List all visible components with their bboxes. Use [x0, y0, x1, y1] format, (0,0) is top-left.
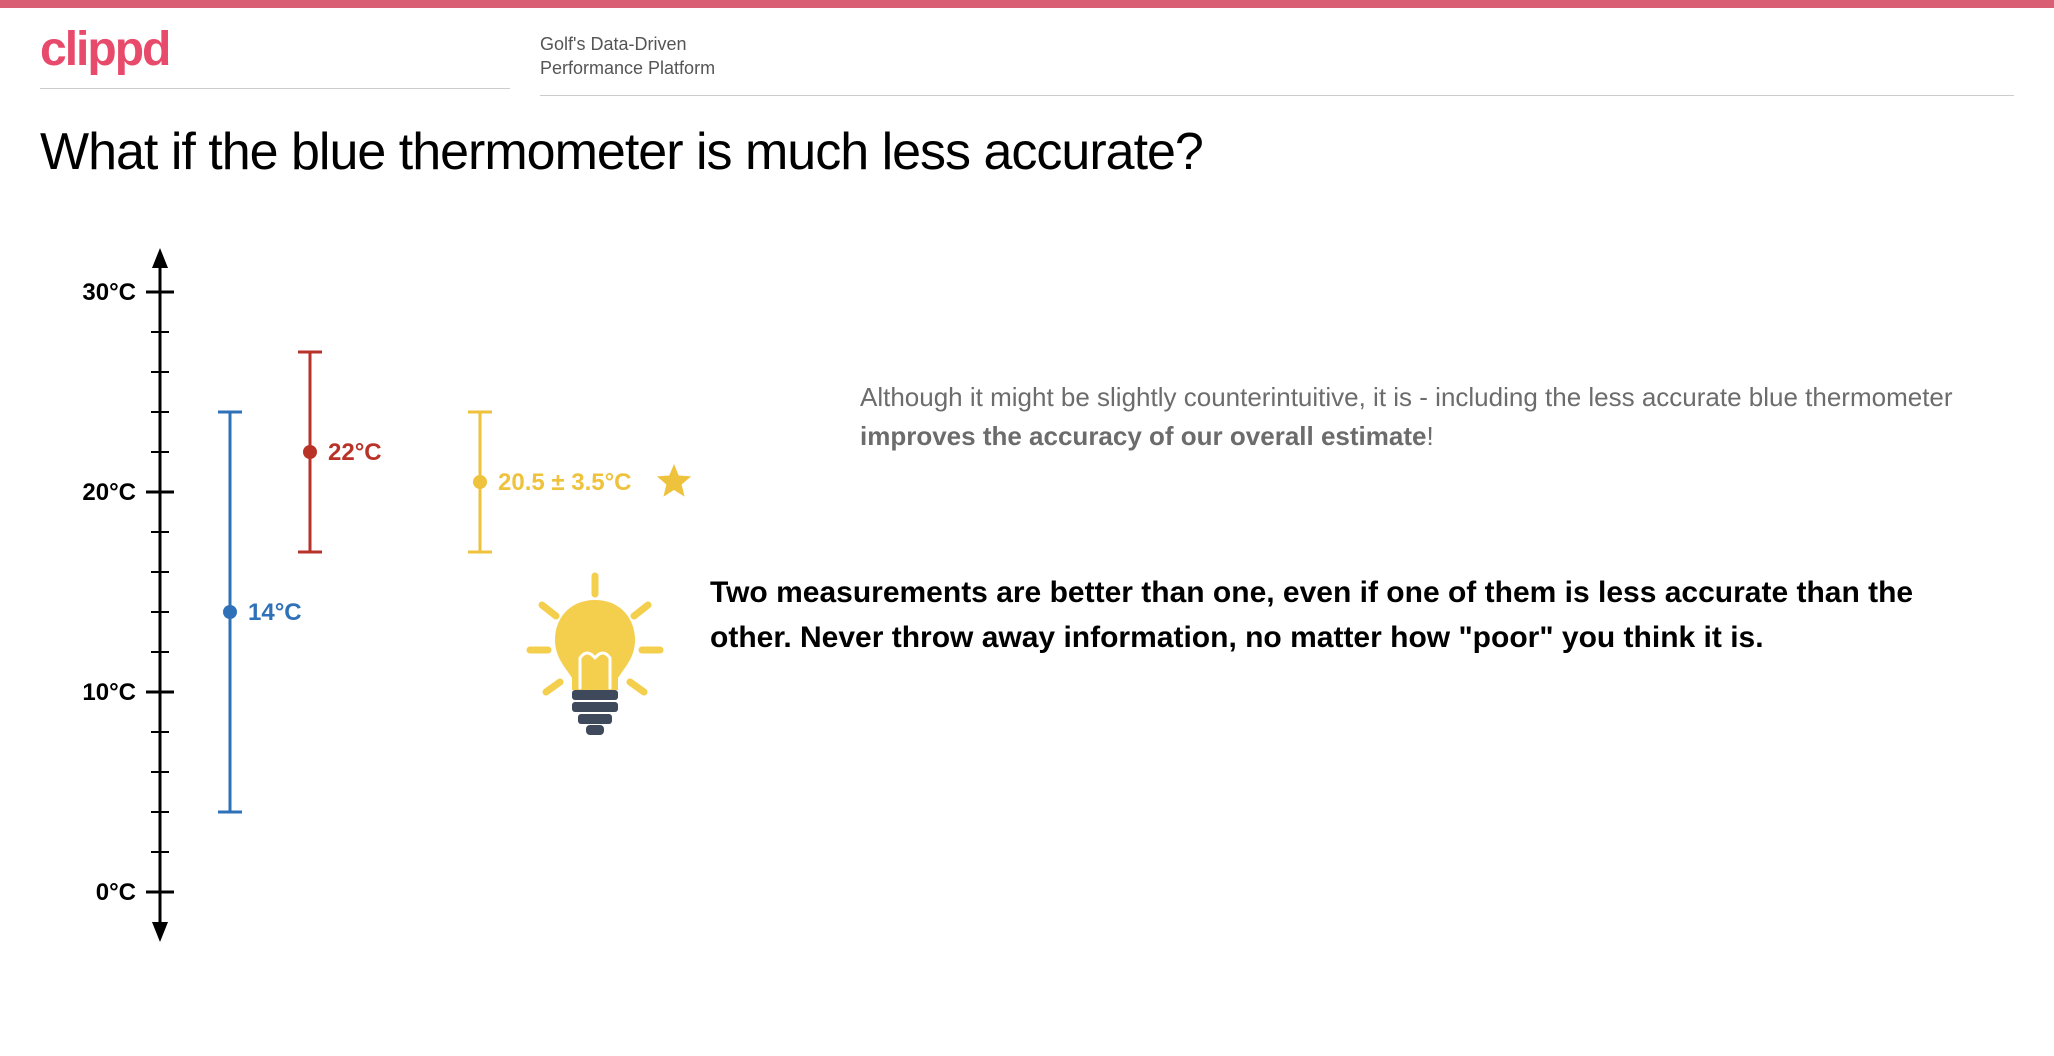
lightbulb-icon: [520, 570, 670, 740]
para-pre: Although it might be slightly counterint…: [860, 382, 1953, 412]
svg-text:22°C: 22°C: [328, 439, 382, 466]
logo-block: clippd: [40, 26, 510, 89]
para-bold: improves the accuracy of our overall est…: [860, 421, 1426, 451]
insight-row: Two measurements are better than one, ev…: [520, 570, 1980, 740]
para-post: !: [1426, 421, 1433, 451]
svg-text:30°C: 30°C: [82, 279, 136, 306]
svg-text:10°C: 10°C: [82, 679, 136, 706]
top-accent-bar: [0, 0, 2054, 8]
explanation-paragraph: Although it might be slightly counterint…: [860, 378, 2014, 456]
tagline-block: Golf's Data-Driven Performance Platform: [540, 26, 2014, 96]
slide: clippd Golf's Data-Driven Performance Pl…: [0, 0, 2054, 1056]
page-title: What if the blue thermometer is much les…: [0, 96, 2054, 182]
svg-text:20.5 ± 3.5°C: 20.5 ± 3.5°C: [498, 469, 632, 496]
header: clippd Golf's Data-Driven Performance Pl…: [0, 8, 2054, 96]
svg-text:14°C: 14°C: [248, 599, 302, 626]
tagline-line2: Performance Platform: [540, 56, 2014, 80]
insight-text: Two measurements are better than one, ev…: [710, 570, 1980, 660]
logo-text: clippd: [40, 26, 510, 74]
tagline-line1: Golf's Data-Driven: [540, 32, 2014, 56]
svg-text:20°C: 20°C: [82, 479, 136, 506]
svg-text:0°C: 0°C: [96, 879, 136, 906]
